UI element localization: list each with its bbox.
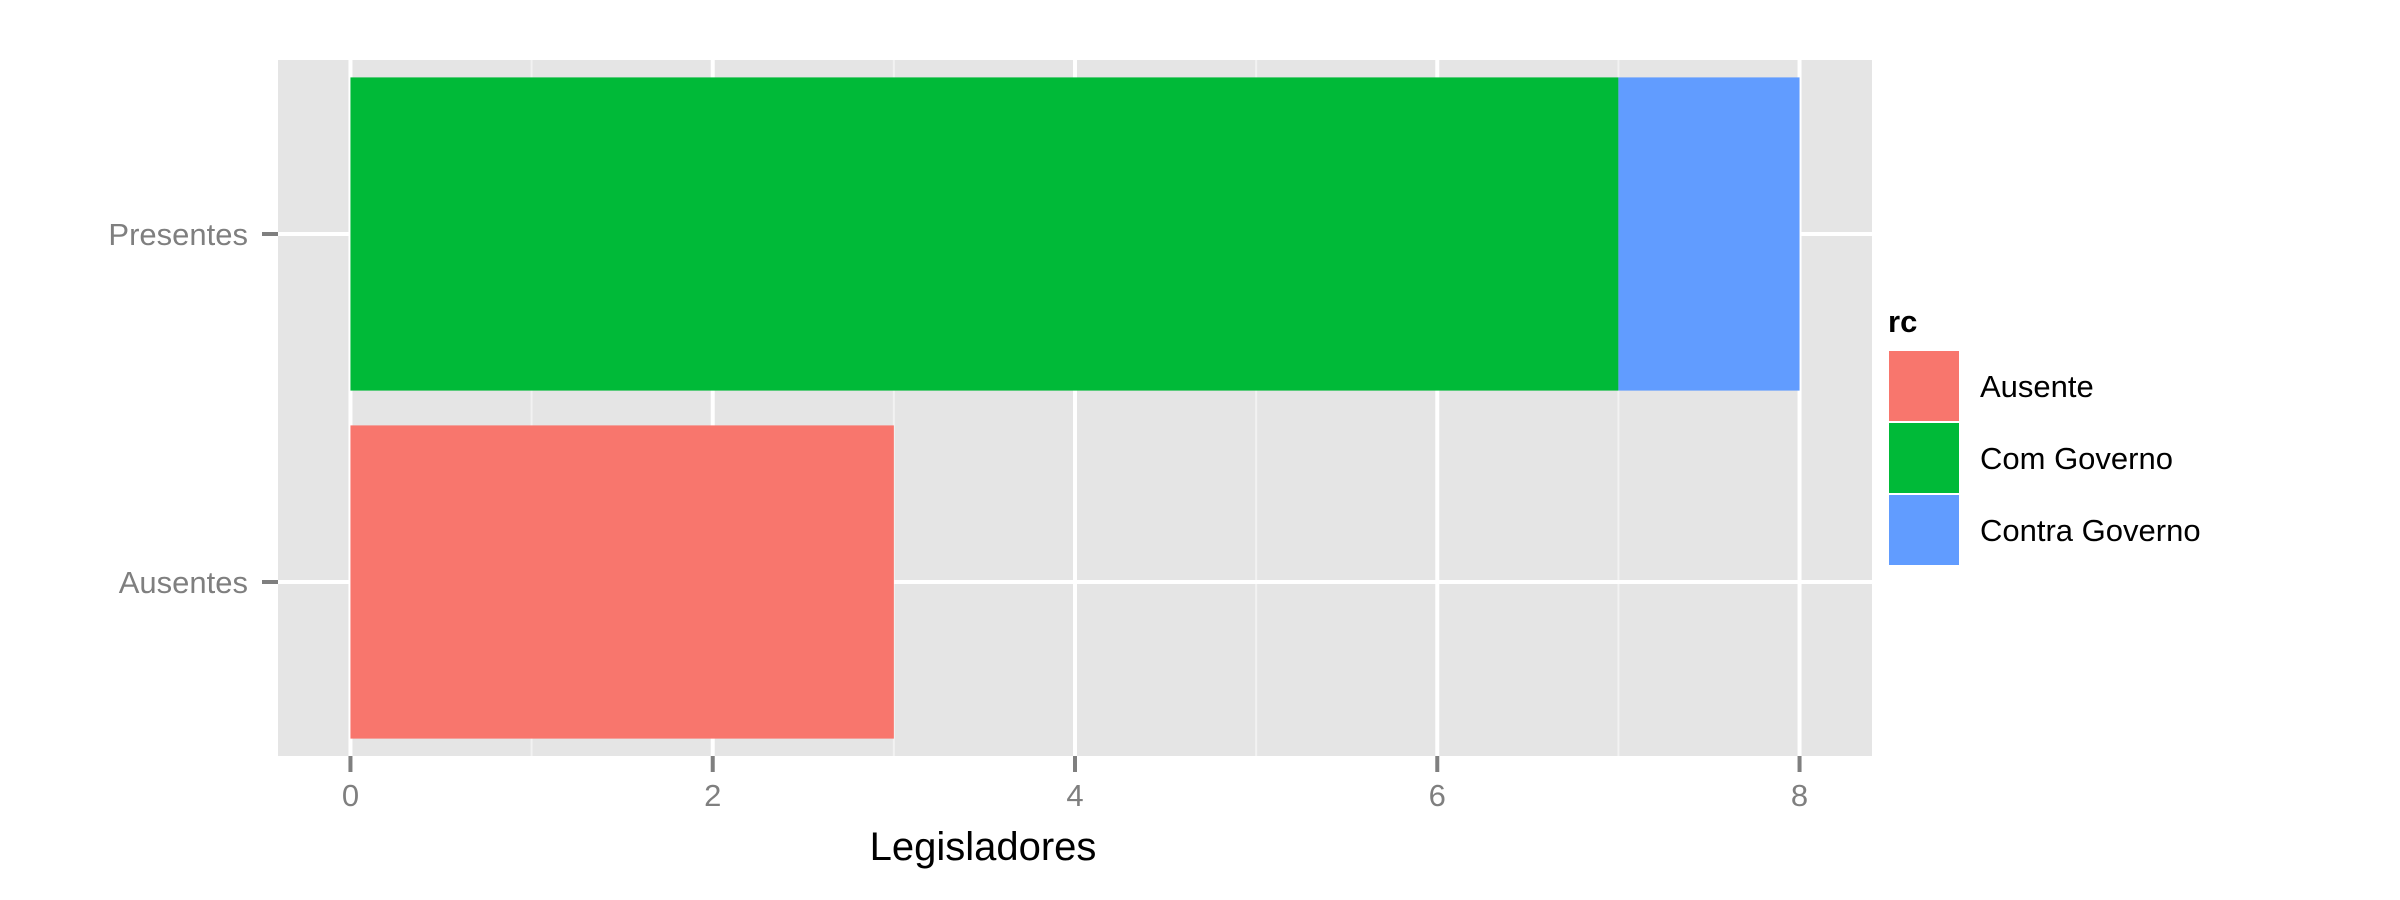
legend-title: rc (1888, 304, 1917, 339)
y-tick-label: Ausentes (119, 565, 248, 600)
x-tick-label: 4 (1066, 778, 1083, 813)
bar (1618, 77, 1800, 391)
legend-key (1887, 349, 1961, 423)
bar (350, 77, 1619, 391)
y-tick-label: Presentes (108, 217, 248, 252)
bars (350, 77, 1800, 739)
legend-key (1887, 421, 1961, 495)
x-axis-title: Legisladores (870, 825, 1097, 869)
legend-label: Com Governo (1980, 441, 2173, 476)
x-tick-label: 0 (342, 778, 359, 813)
legend-key (1887, 493, 1961, 567)
x-axis: 0 2 4 6 8 (342, 756, 1808, 813)
legend-items: Ausente Com Governo Contra Governo (1887, 349, 2201, 567)
legend-label: Contra Governo (1980, 513, 2201, 548)
legend: rc Ausente Com Governo Contra Governo (1872, 290, 2201, 586)
bar (350, 425, 894, 739)
x-tick-label: 6 (1429, 778, 1446, 813)
legend-label: Ausente (1980, 369, 2094, 404)
x-tick-label: 2 (704, 778, 721, 813)
x-tick-label: 8 (1791, 778, 1808, 813)
y-axis: Ausentes Presentes (108, 217, 278, 600)
